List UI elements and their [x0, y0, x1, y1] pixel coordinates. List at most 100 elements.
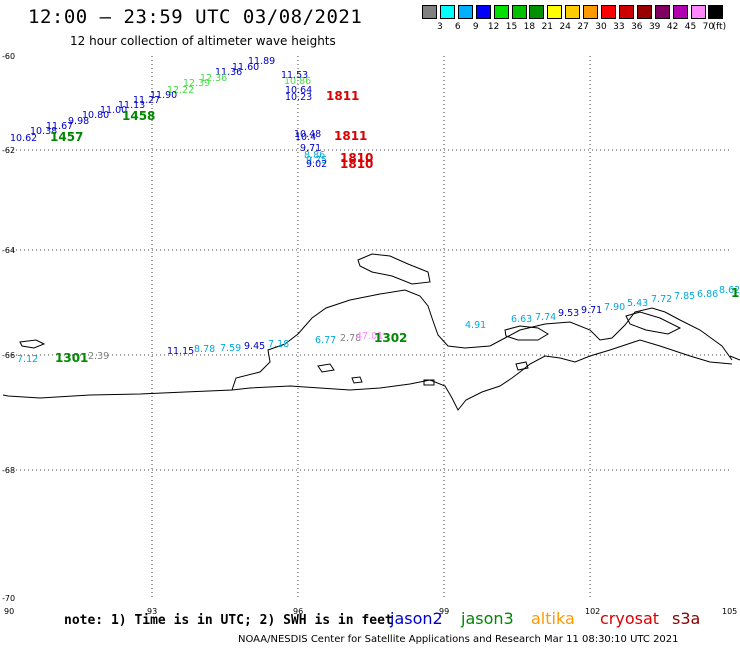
wave-height-value: 9.53	[558, 308, 579, 319]
pass-time-label: 1457	[50, 130, 83, 144]
scale-swatch	[690, 5, 706, 19]
scale-swatch	[457, 5, 473, 19]
island-small-1	[317, 363, 335, 373]
pass-time-label: 1301	[55, 351, 88, 365]
wave-height-value: 7.12	[17, 354, 38, 365]
scale-swatch	[708, 5, 724, 19]
wave-height-value: 8.78	[194, 344, 215, 355]
scale-swatch	[601, 5, 616, 19]
island-east	[504, 325, 549, 341]
wave-height-value: 11.67	[46, 121, 73, 132]
scale-label: 39	[648, 22, 661, 32]
graticule-grid	[8, 56, 732, 598]
wave-height-value: 10.23	[285, 92, 312, 103]
wave-height-value: 9.71	[300, 143, 321, 154]
wave-height-value: 7.90	[604, 302, 625, 313]
lon-label: 93	[147, 607, 157, 616]
scale-swatch	[529, 5, 545, 19]
wave-height-value: 6.77	[315, 335, 336, 346]
lat-label: -66	[2, 351, 15, 360]
scale-swatch	[511, 5, 527, 19]
wave-height-value: 9.71	[581, 305, 602, 316]
wave-height-value: 10.86	[284, 76, 311, 87]
wave-height-value: 11.00	[100, 105, 127, 116]
island-small-3	[423, 379, 435, 386]
wave-height-value: 7.18	[268, 339, 289, 350]
wave-height-value: 11.15	[167, 346, 194, 357]
pass-time-label: 1811	[326, 89, 359, 103]
wave-height-value: 9.98	[68, 116, 89, 127]
island-west	[19, 339, 46, 349]
footer: note: 1) Time is in UTC; 2) SWH is in fe…	[0, 604, 740, 650]
wave-height-value: 2.78	[340, 333, 361, 344]
wave-height-value: 10.80	[82, 110, 109, 121]
island-north	[357, 253, 431, 285]
lon-label: 90	[4, 607, 14, 616]
wave-height-value: 10.4	[295, 132, 316, 143]
scale-swatch	[672, 5, 688, 19]
wave-height-value: 6.63	[511, 314, 532, 325]
scale-unit: (ft)	[712, 22, 727, 32]
wave-height-value: 11.90	[150, 90, 177, 101]
scale-label: 21	[541, 22, 554, 32]
axis-labels: -60 -62 -64 -66 -68 -70 90 93 96 99 102 105	[2, 52, 737, 616]
map-title: 12:00 – 23:59 UTC 03/08/2021	[28, 6, 363, 28]
scale-label: 36	[631, 22, 643, 32]
lon-label: 99	[439, 607, 449, 616]
wave-height-value: 6.86	[697, 289, 718, 300]
wave-height-value: 10.38	[30, 126, 57, 137]
scale-label: 9	[472, 22, 479, 32]
credit-line: NOAA/NESDIS Center for Satellite Applica…	[238, 634, 679, 645]
wave-height-value: 9.02	[306, 159, 327, 170]
scale-label: 70	[702, 22, 715, 32]
wave-height-value: 12.39	[183, 78, 210, 89]
satellite-altika: altika	[531, 609, 575, 628]
map-subtitle: 12 hour collection of altimeter wave hei…	[70, 34, 336, 48]
wave-height-value: 47.01	[356, 331, 383, 342]
wave-height-value: 11.13	[118, 100, 145, 111]
scale-swatch	[493, 5, 509, 19]
scale-label: 24	[559, 22, 571, 32]
wave-height-value: 9.75	[306, 155, 327, 166]
lat-label: -62	[2, 146, 15, 155]
island-small-4	[515, 361, 529, 371]
scale-label: 42	[666, 22, 679, 32]
scale-swatch	[475, 5, 491, 19]
lat-label: -68	[2, 466, 15, 475]
scale-label: 27	[577, 22, 589, 32]
lon-label: 102	[585, 607, 600, 616]
coastline-ice-shelf	[231, 339, 733, 411]
scale-label: 33	[613, 22, 625, 32]
wave-height-value: 7.85	[674, 291, 695, 302]
scale-label: 6	[454, 22, 461, 32]
wave-height-value: 12.36	[200, 73, 227, 84]
wave-height-value: 7.59	[220, 343, 241, 354]
scale-label: 3	[437, 22, 443, 32]
wave-height-value: 12.22	[167, 85, 194, 96]
scale-label: 30	[595, 22, 607, 32]
scale-swatch	[422, 5, 437, 19]
lat-label: -60	[2, 52, 15, 61]
pass-time-label: 1810	[340, 157, 373, 171]
wave-height-value: 11.36	[215, 67, 242, 78]
wave-height-value: 11.53	[281, 70, 308, 81]
wave-height-value: 8.62	[719, 285, 740, 296]
wave-height-value: 8.86	[304, 150, 325, 161]
antarctic-coastline	[2, 253, 740, 411]
pass-time-label: 1458	[122, 109, 155, 123]
wave-height-value: 7.72	[651, 294, 672, 305]
wave-height-value: 7.74	[535, 312, 556, 323]
lon-label: 96	[293, 607, 303, 616]
wave-height-value: 4.91	[465, 320, 486, 331]
wave-height-value: 2.39	[88, 351, 109, 362]
wave-height-value: 10.64	[285, 85, 312, 96]
coastline-main	[2, 289, 740, 399]
scale-swatch	[565, 5, 581, 19]
wave-height-value: 11.27	[133, 95, 160, 106]
scale-label: 12	[487, 22, 500, 32]
footnote: note: 1) Time is in UTC; 2) SWH is in fe…	[64, 613, 393, 628]
pass-time-label: 1302	[374, 331, 407, 345]
wave-height-value: 11.60	[232, 62, 259, 73]
satellite-s3a: s3a	[672, 609, 701, 628]
